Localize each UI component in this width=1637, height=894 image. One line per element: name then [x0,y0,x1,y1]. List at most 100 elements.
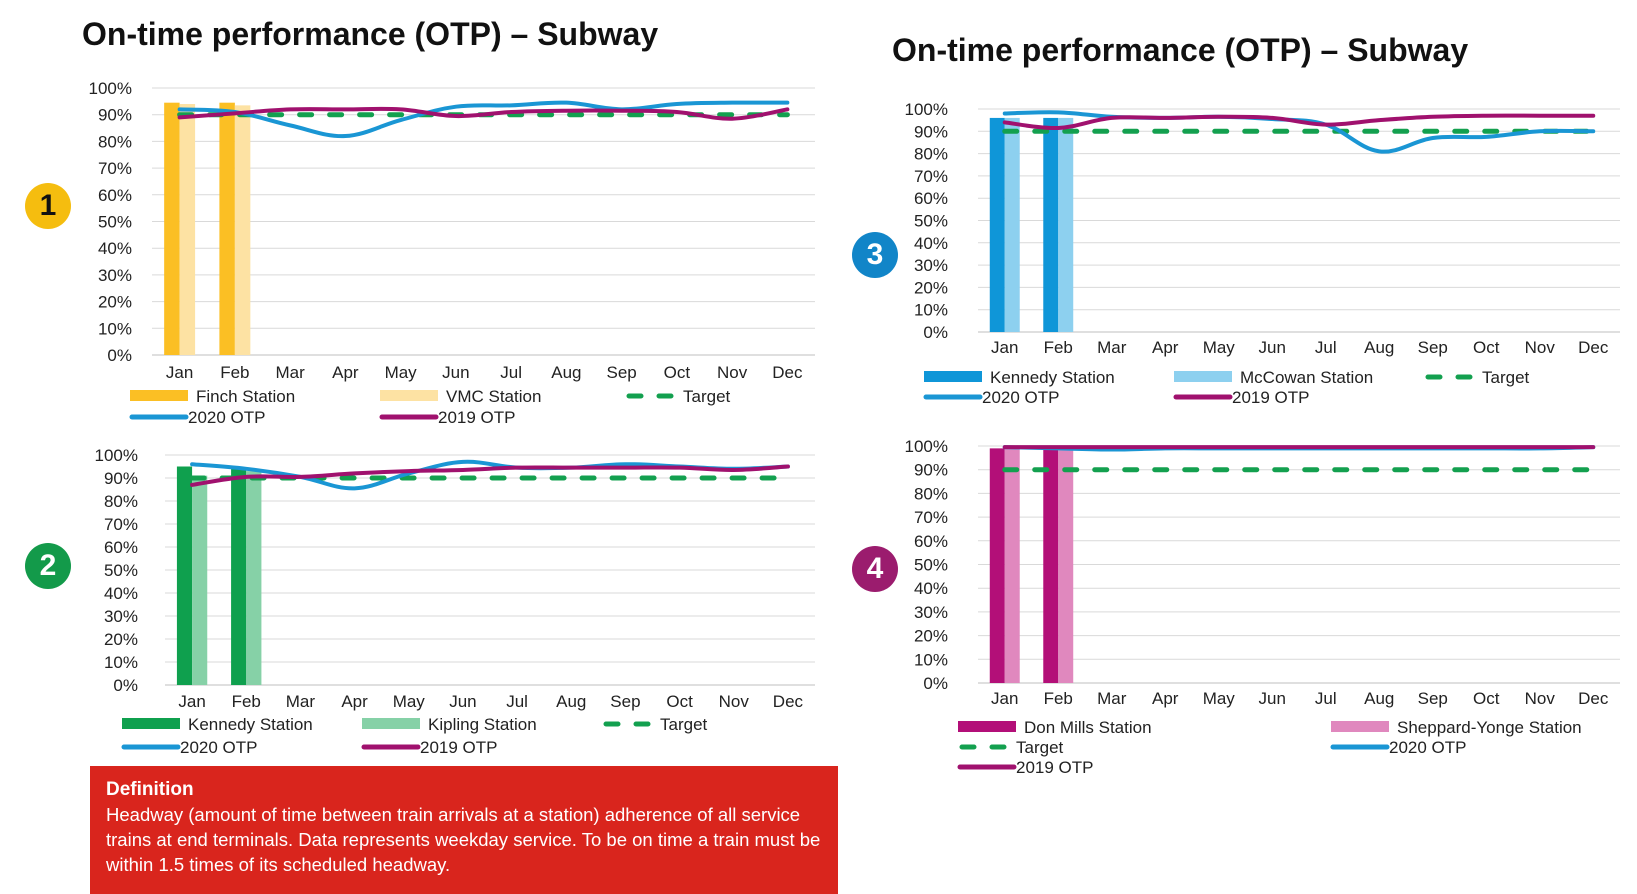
bar-mccowan-station [1058,117,1074,332]
x-tick-label: Mar [1097,689,1127,708]
chart-3: 0% 10% 20% 30% 40% 50% 60% 70% 80% 90% 100% Jan Feb M… [905,100,1620,407]
legend-label: Kipling Station [428,715,537,734]
legend-item: Finch Station [130,387,295,406]
definition-text: Headway (amount of time between train ar… [106,804,821,875]
chart-badge-4: 4 [852,546,898,592]
legend-label: 2020 OTP [180,738,258,757]
x-tick-label: Jul [506,692,528,711]
x-tick-label: Sep [610,692,640,711]
y-tick-label: 10% [914,650,948,669]
x-tick-label: May [1203,338,1236,357]
y-tick-label: 50% [914,212,948,231]
x-tick-label: Jul [1315,338,1337,357]
legend-label: Kennedy Station [188,715,313,734]
x-tick-label: Oct [1473,689,1500,708]
x-tick-label: May [1203,689,1236,708]
y-tick-label: 40% [104,584,138,603]
y-tick-label: 70% [98,159,132,178]
legend-label: Target [660,715,708,734]
legend-label: Finch Station [196,387,295,406]
bar-don-mills-station [1043,448,1059,683]
bar-sheppard-yonge-station [1058,448,1074,683]
legend-item: 2019 OTP [361,738,498,757]
bar-vmc-station [234,105,251,355]
legend-label: 2020 OTP [982,388,1060,407]
x-tick-label: Apr [341,692,368,711]
chart-badge-2: 2 [25,543,71,589]
page-title-left: On-time performance (OTP) – Subway [82,16,659,52]
y-tick-label: 60% [914,532,948,551]
legend-item: Don Mills Station [958,718,1152,737]
x-tick-label: Jul [1315,689,1337,708]
y-tick-label: 90% [914,122,948,141]
x-tick-label: Nov [1525,338,1556,357]
legend-swatch [1331,721,1389,732]
x-tick-label: Feb [232,692,261,711]
bar-kennedy-station [231,468,247,685]
chart-badge-3: 3 [852,232,898,278]
y-tick-label: 50% [98,213,132,232]
x-tick-label: Dec [1578,338,1609,357]
bar-finch-station [164,102,180,355]
chart-4: 0% 10% 20% 30% 40% 50% 60% 70% 80% 90% 100% Jan Feb M… [905,437,1620,777]
legend-label: McCowan Station [1240,368,1373,387]
x-tick-label: Mar [1097,338,1127,357]
x-tick-label: Aug [556,692,586,711]
legend-swatch [130,390,188,401]
legend-label: Target [1482,368,1530,387]
y-tick-label: 60% [98,186,132,205]
y-tick-label: 100% [95,446,138,465]
definition-title: Definition [106,779,194,800]
page-title-right: On-time performance (OTP) – Subway [892,32,1469,68]
x-tick-label: Nov [717,363,748,382]
bar-finch-station [219,102,235,355]
y-tick-label: 40% [914,234,948,253]
x-tick-label: Jun [1259,689,1286,708]
y-tick-label: 60% [104,538,138,557]
chart-1: 0% 10% 20% 30% 40% 50% 60% 70% 80% 90% 100% Jan Feb M… [89,79,815,427]
line-2019-otp [177,106,790,121]
legend-swatch [924,371,982,382]
legend-label: 2019 OTP [1232,388,1310,407]
legend-item: Target [603,715,708,734]
y-tick-label: 100% [905,100,948,119]
x-tick-label: Feb [1044,338,1073,357]
legend-item: 2020 OTP [121,738,258,757]
x-tick-label: Oct [1473,338,1500,357]
legend-swatch [1174,371,1232,382]
bar-vmc-station [179,104,196,356]
chart-2: 0% 10% 20% 30% 40% 50% 60% 70% 80% 90% 100% Jan Feb M… [95,446,815,757]
y-tick-label: 0% [107,346,132,365]
y-tick-label: 80% [104,492,138,511]
y-tick-label: 40% [914,579,948,598]
y-tick-label: 20% [914,627,948,646]
legend-item: Target [626,387,731,406]
legend-label: Don Mills Station [1024,718,1152,737]
y-tick-label: 10% [914,301,948,320]
legend-label: 2019 OTP [1016,758,1094,777]
legend-item: 2020 OTP [129,408,266,427]
x-tick-label: Sep [1418,689,1448,708]
y-tick-label: 20% [104,630,138,649]
x-tick-label: Aug [551,363,581,382]
x-tick-label: May [393,692,426,711]
x-tick-label: Jun [1259,338,1286,357]
y-tick-label: 30% [98,266,132,285]
legend-label: Kennedy Station [990,368,1115,387]
legend-item: 2019 OTP [1173,388,1310,407]
legend-label: 2019 OTP [438,408,516,427]
x-tick-label: Apr [332,363,359,382]
x-tick-label: May [385,363,418,382]
x-tick-label: Aug [1364,689,1394,708]
x-tick-label: Aug [1364,338,1394,357]
x-tick-label: Jun [449,692,476,711]
y-tick-label: 30% [914,603,948,622]
x-tick-label: Jan [178,692,205,711]
y-tick-label: 0% [923,674,948,693]
y-tick-label: 50% [914,556,948,575]
x-tick-label: Apr [1152,689,1179,708]
y-tick-label: 80% [914,145,948,164]
line-2020-otp [177,100,790,139]
x-tick-label: Feb [1044,689,1073,708]
x-tick-label: Dec [1578,689,1609,708]
